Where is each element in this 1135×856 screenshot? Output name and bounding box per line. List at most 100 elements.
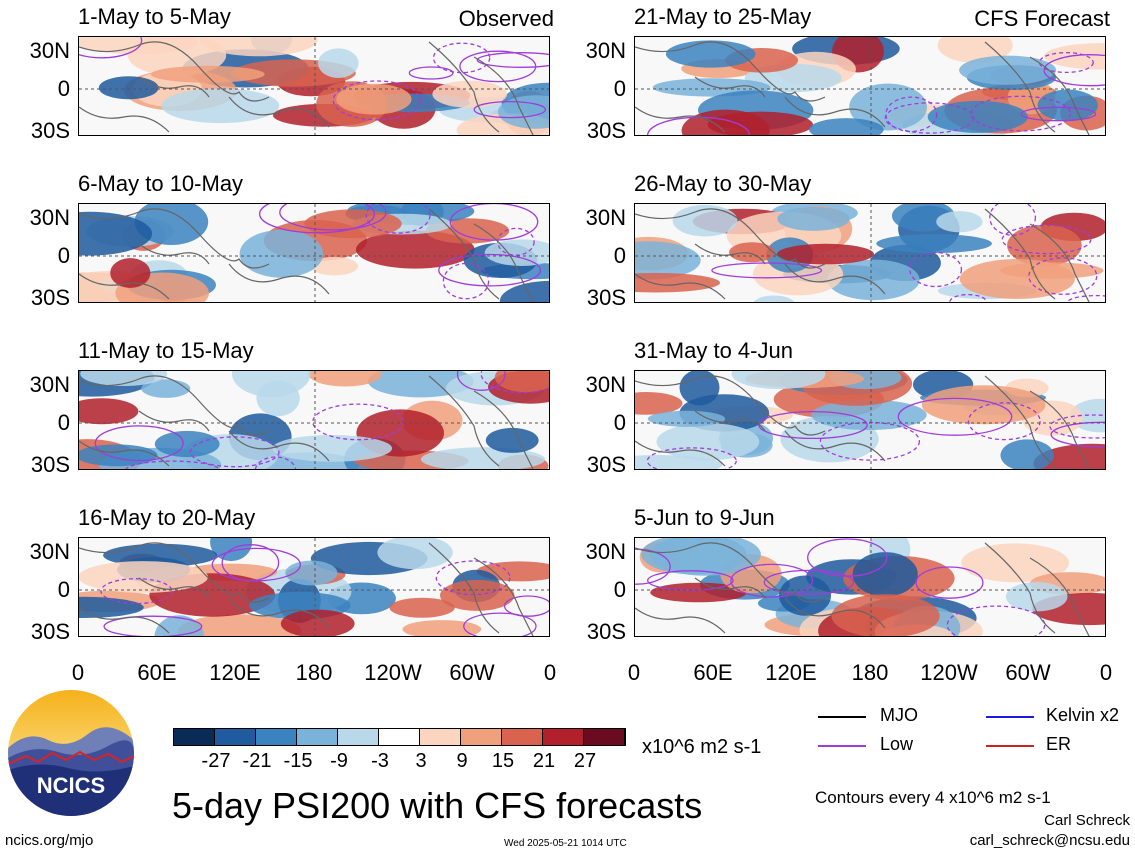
colorbar-swatch (174, 729, 215, 745)
coastline (694, 76, 766, 98)
colorbar-swatch (338, 729, 379, 745)
coastline (473, 56, 534, 135)
lat-label-30n: 30N (585, 38, 626, 63)
colorbar-swatch (379, 729, 420, 745)
logo-text: NCICS (37, 773, 105, 798)
cyclonic-anomaly (1037, 89, 1098, 122)
cyclonic-anomaly (377, 538, 453, 570)
anticyclonic-anomaly (304, 209, 402, 239)
coastline (784, 597, 886, 629)
coastline (138, 577, 210, 599)
anticyclonic-anomaly (1044, 43, 1105, 70)
colorbar-tick-label: 15 (491, 750, 515, 772)
cyclonic-anomaly (499, 280, 549, 302)
panel-title-1: 1-May to 5-May (78, 4, 231, 29)
legend-line-kelvin (986, 716, 1034, 718)
panel-title-8: 5-Jun to 9-Jun (634, 505, 775, 530)
lat-label-30s: 30S (30, 118, 70, 143)
anticyclonic-anomaly (635, 272, 720, 293)
coastline (694, 243, 766, 265)
low-contour (635, 548, 671, 585)
low-contour (967, 402, 1041, 441)
anticyclonic-anomaly (177, 614, 302, 636)
lat-label-30n: 30N (585, 372, 626, 397)
coastline (635, 542, 826, 603)
anticyclonic-anomaly (635, 392, 683, 415)
cyclonic-anomaly (876, 234, 992, 254)
map-panel-6 (634, 203, 1106, 303)
anticyclonic-anomaly (280, 609, 355, 636)
coastline (635, 273, 726, 300)
lat-label-30n: 30N (585, 539, 626, 564)
cyclonic-anomaly (485, 427, 539, 453)
colorbar-tick-label: -9 (330, 750, 348, 772)
cyclonic-anomaly (80, 371, 168, 386)
anticyclonic-anomaly (432, 80, 508, 108)
low-contour (408, 66, 454, 80)
coastline (1029, 56, 1090, 135)
anticyclonic-anomaly (831, 594, 940, 636)
cyclonic-anomaly (272, 435, 393, 462)
lon-label-60w: 60W (1005, 660, 1051, 685)
lat-label-30n: 30N (585, 205, 626, 230)
legend-label-er: ER (1046, 734, 1072, 754)
cyclonic-anomaly (79, 211, 153, 256)
lat-label-30s: 30S (30, 619, 70, 644)
lat-label-30s: 30S (30, 452, 70, 477)
lon-label-60e: 60E (137, 660, 177, 685)
timestamp: Wed 2025-05-21 1014 UTC (504, 838, 627, 849)
colorbar-swatch (297, 729, 338, 745)
coastline (428, 542, 500, 634)
coastline (784, 430, 886, 462)
contour-note: Contours every 4 x10^6 m2 s-1 (815, 788, 1051, 807)
coastline (984, 208, 1056, 300)
low-contour (1001, 224, 1092, 255)
anticyclonic-anomaly (308, 371, 383, 387)
coastline (428, 41, 500, 133)
low-contour (711, 262, 823, 279)
anticyclonic-anomaly (199, 37, 318, 57)
coastline (635, 106, 726, 133)
lon-label-180: 180 (295, 660, 333, 685)
anticyclonic-anomaly (402, 620, 482, 636)
lat-label-30s: 30S (586, 619, 626, 644)
coastline (694, 410, 766, 432)
panel-title-4: 16-May to 20-May (78, 505, 256, 530)
cyclonic-anomaly (141, 379, 191, 398)
anticyclonic-anomaly (310, 256, 359, 276)
legend-label-mjo: MJO (880, 705, 918, 725)
low-contour (885, 96, 938, 133)
low-contour (463, 612, 537, 636)
colorbar-tick-label: -27 (201, 750, 231, 772)
map-panel-8 (634, 537, 1106, 637)
low-contour (79, 37, 143, 59)
coastline (79, 607, 170, 634)
lat-label-eq: 0 (613, 577, 626, 602)
anticyclonic-anomaly (336, 83, 412, 115)
low-contour (258, 204, 376, 234)
coastline (1029, 557, 1090, 636)
low-contour (763, 569, 855, 595)
coastline (1029, 223, 1090, 302)
cyclonic-anomaly (753, 295, 795, 302)
coastline (138, 76, 210, 98)
cyclonic-anomaly (849, 83, 927, 131)
lat-label-30n: 30N (29, 205, 70, 230)
low-contour (473, 100, 547, 119)
map-panel-4 (78, 537, 550, 637)
lon-label-0: 0 (71, 660, 85, 685)
website-link[interactable]: ncics.org/mjo (5, 832, 94, 849)
cyclonic-anomaly (635, 241, 701, 280)
low-contour (103, 615, 203, 636)
low-contour (897, 397, 1013, 436)
low-contour (365, 204, 431, 234)
lat-label-eq: 0 (57, 76, 70, 101)
coastline (1029, 390, 1090, 469)
observed-label: Observed (458, 6, 554, 31)
figure-title: 5-day PSI200 with CFS forecasts (172, 785, 703, 826)
colorbar-swatch (215, 729, 256, 745)
low-contour (1050, 421, 1105, 448)
lat-label-30n: 30N (29, 38, 70, 63)
low-contour (1049, 414, 1105, 439)
map-panel-5 (634, 36, 1106, 136)
